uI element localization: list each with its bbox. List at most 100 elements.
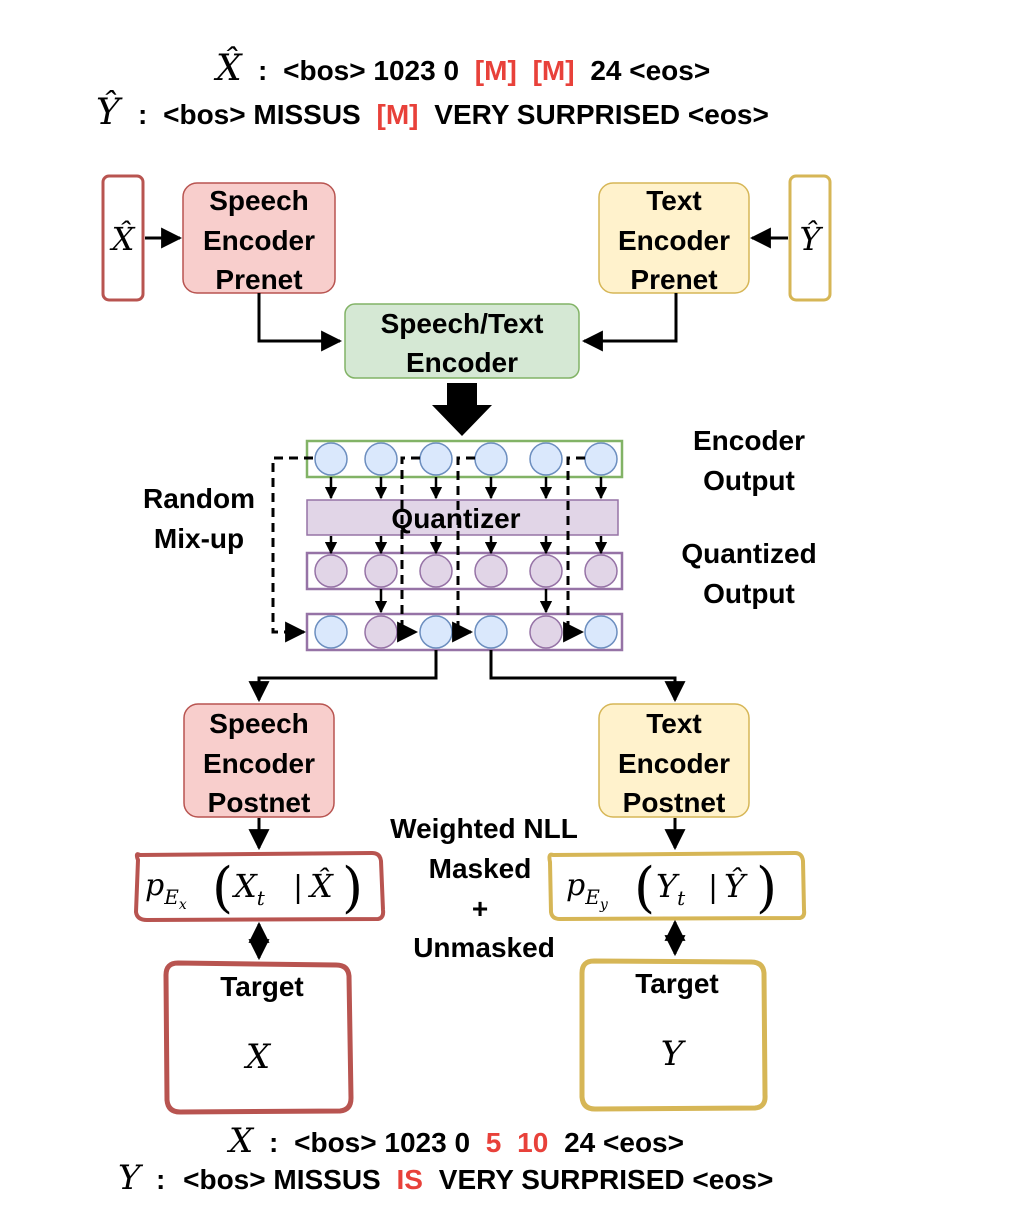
svg-text:Yt: Yt [656,867,686,910]
mixed-token [529,615,563,649]
speech-target-box: Target X [163,960,354,1115]
loss-line: Unmasked [413,932,555,963]
condition-symbol: X̂ [307,867,334,905]
y-tokens-end: VERY SURPRISED <eos> [439,1164,774,1195]
postnet-label-line: Encoder [203,748,315,779]
encoder-down-arrow [432,383,492,436]
y-hat-tokens-end: VERY SURPRISED <eos> [434,99,769,130]
quantized-token [314,554,348,588]
quantizer-box: Quantizer [306,499,619,536]
prenet-to-encoder-arrow [257,293,343,352]
text-input-symbol: Ŷ [799,220,823,258]
prob-subsubscript: x [179,897,187,913]
quantized-token [474,554,508,588]
text-probability-box: pEy ( Yt | Ŷ ) [547,850,807,922]
condition-symbol: Ŷ [724,867,748,905]
target-label: Target [635,968,719,999]
y-hat-symbol: Ŷ [96,91,123,133]
restored-token: 5 [486,1127,502,1158]
postnet-label-line: Postnet [208,787,311,818]
prenet-label-line: Text [646,185,702,216]
mixed-token [314,615,348,649]
quantized-output-row [305,551,624,591]
paren-close: ) [342,856,363,919]
target-symbol: Y [661,1034,687,1074]
paren-close: ) [756,856,777,919]
speech-text-encoder: Speech/Text Encoder [344,303,580,379]
colon: : [258,55,267,86]
prob-variable-subscript: t [257,886,266,910]
prob-subsubscript: y [599,897,609,913]
prob-symbol: p [566,868,585,903]
postnet-label-line: Postnet [623,787,726,818]
target-speech-sequence: X : <bos> 1023 0 5 10 24 <eos> [226,1121,684,1161]
to-speech-postnet-arrow [248,650,438,703]
random-mixup-label: Mix-up [154,523,244,554]
given-bar: | [708,870,718,905]
x-hat-tokens-start: <bos> 1023 0 [283,55,459,86]
text-encoder-postnet: Text Encoder Postnet [598,703,750,818]
text-target-box: Target Y [579,958,768,1112]
loss-line: + [472,893,488,924]
to-text-postnet-arrow [489,650,686,703]
encoder-output-token [529,442,563,476]
svg-text:Xt: Xt [231,867,266,910]
mixed-token [584,615,618,649]
encoder-output-token [314,442,348,476]
svg-text:: <bos> MISSUS [M]: : <bos> MISSUS [M] VERY SURPRISED <eos> [138,99,769,130]
encoder-output-label: Output [703,465,795,496]
encoder-output-token [474,442,508,476]
speech-probability-box: pEx ( Xt | X̂ ) [133,850,386,923]
encoder-output-row [305,439,624,479]
quantized-output-label: Output [703,578,795,609]
loss-label: Weighted NLL Masked + Unmasked [390,813,578,963]
encoder-label-line: Encoder [406,347,518,378]
prob-subscript: E [584,885,600,909]
quantized-token [419,554,453,588]
mixed-token [474,615,508,649]
prob-variable: Y [656,867,680,905]
colon: : [156,1164,165,1195]
paren-open: ( [212,856,233,919]
postnet-label-line: Encoder [618,748,730,779]
mixed-output-row [305,612,624,652]
x-tokens-end: 24 <eos> [564,1127,684,1158]
prenet-label-line: Speech [209,185,309,216]
colon: : [138,99,147,130]
speech-encoder-prenet: Speech Encoder Prenet [182,182,336,295]
quantized-output-label: Quantized [681,538,816,569]
svg-text:pEy: pEy [566,868,609,913]
x-hat-tokens-end: 24 <eos> [590,55,710,86]
x-hat-symbol: X̂ [213,46,243,89]
encoder-output-token [364,442,398,476]
loss-line: Masked [429,853,532,884]
quantizer-label: Quantizer [391,503,520,534]
restored-token: 10 [517,1127,548,1158]
masked-text-sequence: Ŷ : <bos> MISSUS [M] VERY SURPRISED <eos… [96,91,769,133]
encoder-label-line: Speech/Text [381,308,544,339]
masked-speech-sequence: X̂ : <bos> 1023 0 [M] [M] 24 <eos> [213,46,710,89]
text-encoder-prenet: Text Encoder Prenet [598,182,750,295]
prob-variable-subscript: t [677,886,686,910]
quantized-token [364,554,398,588]
paren-open: ( [634,856,655,919]
y-symbol: Y [118,1158,144,1198]
restored-token: IS [397,1164,423,1195]
encoder-output-label: Encoder [693,425,805,456]
loss-line: Weighted NLL [390,813,578,844]
prob-variable: X [231,867,258,905]
mask-token: [M] [377,99,419,130]
prenet-label-line: Prenet [630,264,717,295]
svg-text:: <bos> 1023 0 [M]: : <bos> 1023 0 [M] [M] 24 <eos> [258,55,710,86]
prenet-to-encoder-arrow [581,293,678,352]
target-label: Target [220,971,304,1002]
prob-symbol: p [145,868,164,903]
svg-text:: <bos> 1023 0 5: : <bos> 1023 0 5 10 24 <eos> [269,1127,684,1158]
x-symbol: X [226,1121,255,1161]
prenet-label-line: Prenet [215,264,302,295]
postnet-label-line: Speech [209,708,309,739]
column-arrows [324,477,608,614]
encoder-output-token [419,442,453,476]
prob-subscript: E [163,885,179,909]
